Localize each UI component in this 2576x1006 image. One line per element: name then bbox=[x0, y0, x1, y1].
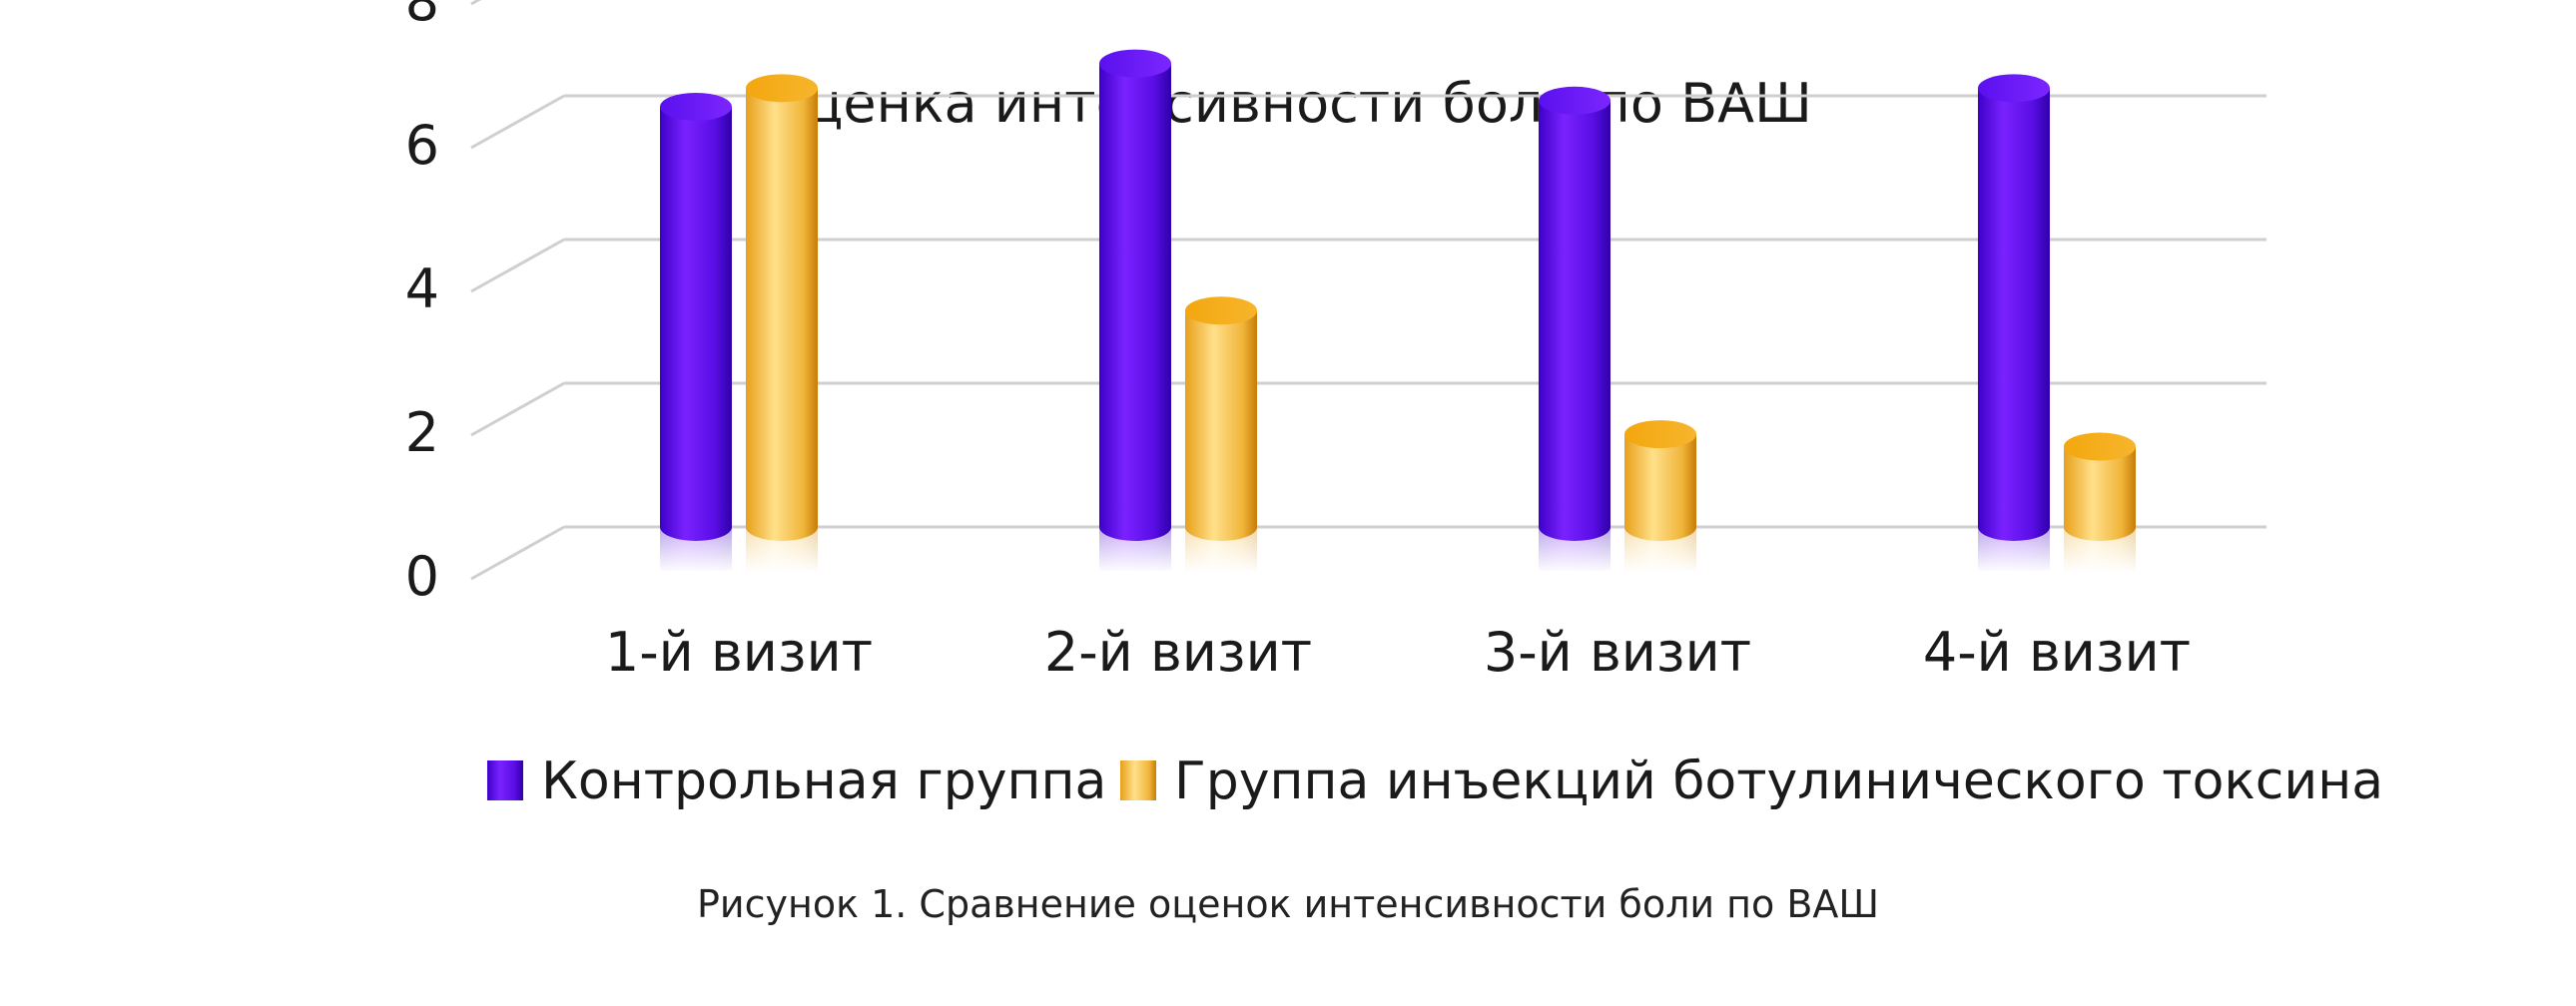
legend-label-botox: Группа инъекций ботулинического токсина bbox=[1174, 752, 2383, 811]
bar-control-body bbox=[1978, 88, 2050, 528]
bar-botox-top bbox=[746, 74, 818, 103]
bar-control-body bbox=[660, 106, 732, 527]
bar-control-base bbox=[1539, 513, 1610, 541]
legend-swatch-botox bbox=[1120, 760, 1156, 800]
bar-botox bbox=[742, 74, 822, 573]
bar-control-top bbox=[1978, 74, 2050, 103]
legend: Контрольная группа Группа инъекций ботул… bbox=[487, 752, 2383, 811]
bar-control-base bbox=[1099, 513, 1171, 541]
y-tick-label: 8 bbox=[405, 0, 439, 33]
bar-botox bbox=[1181, 296, 1261, 573]
gridline-depth bbox=[470, 381, 565, 437]
x-tick-label: 3-й визит bbox=[1484, 621, 1751, 684]
chart-title: Оценка интенсивности боли по ВАШ bbox=[764, 72, 1812, 135]
bar-control bbox=[656, 92, 736, 573]
bar-botox-top bbox=[2064, 432, 2136, 461]
y-tick-label: 6 bbox=[405, 114, 439, 177]
y-tick-label: 0 bbox=[405, 545, 439, 608]
gridline-depth bbox=[470, 94, 565, 150]
bar-control bbox=[1535, 86, 1614, 573]
x-tick-label: 2-й визит bbox=[1044, 621, 1312, 684]
bar-botox-body bbox=[1185, 310, 1257, 527]
gridline-depth bbox=[470, 0, 482, 6]
gridline-depth bbox=[470, 525, 565, 581]
bar-botox-base bbox=[1624, 513, 1696, 541]
bar-control-top bbox=[1539, 86, 1610, 115]
y-axis-ticks: 0 2 4 6 8 bbox=[405, 0, 439, 608]
bar-control-base bbox=[1978, 513, 2050, 541]
x-tick-label: 1-й визит bbox=[605, 621, 873, 684]
bar-control bbox=[1095, 49, 1175, 573]
y-tick-label: 4 bbox=[405, 257, 439, 320]
bar-botox-base bbox=[746, 513, 818, 541]
bar-botox-top bbox=[1624, 420, 1696, 449]
bar-botox-body bbox=[1624, 434, 1696, 527]
x-tick-label: 4-й визит bbox=[1923, 621, 2191, 684]
gridline-depth bbox=[470, 238, 565, 293]
bar-botox-body bbox=[746, 88, 818, 528]
bar-control bbox=[1974, 74, 2054, 573]
bars bbox=[656, 49, 2140, 573]
legend-label-control: Контрольная группа bbox=[541, 752, 1106, 811]
bar-control-top bbox=[1099, 49, 1171, 78]
legend-swatch-control bbox=[487, 760, 523, 800]
bar-control-top bbox=[660, 92, 732, 121]
bar-control-base bbox=[660, 513, 732, 541]
x-axis-labels: 1-й визит 2-й визит 3-й визит 4-й визит bbox=[605, 621, 2191, 684]
bar-botox bbox=[2060, 432, 2140, 573]
bar-botox bbox=[1620, 420, 1700, 573]
bar-botox-base bbox=[1185, 513, 1257, 541]
y-tick-label: 2 bbox=[405, 401, 439, 464]
bar-botox-base bbox=[2064, 513, 2136, 541]
figure-caption: Рисунок 1. Сравнение оценок интенсивност… bbox=[696, 882, 1880, 926]
bar-botox-top bbox=[1185, 296, 1257, 325]
bar-control-body bbox=[1099, 63, 1171, 527]
bar-control-body bbox=[1539, 100, 1610, 527]
